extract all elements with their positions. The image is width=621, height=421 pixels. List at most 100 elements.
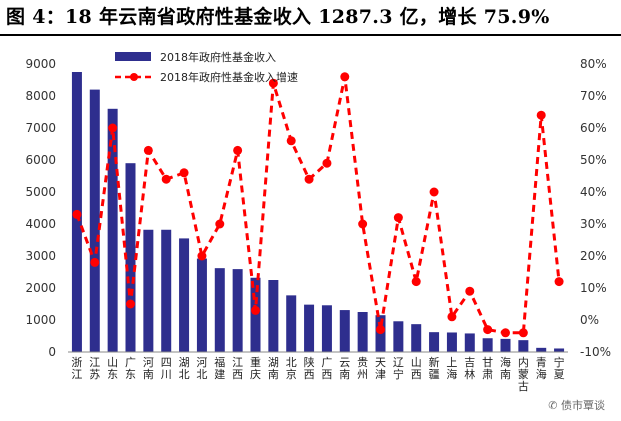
growth-point-新疆 [429,187,439,197]
y-left-tick-label: 7000 [25,121,56,135]
y-right-tick-label: 40% [580,185,607,199]
growth-point-重庆 [251,305,260,315]
x-category-label: 湖北 [179,356,190,381]
x-category-label: 四川 [161,356,172,381]
x-category-label: 广西 [321,356,332,381]
growth-point-吉林 [465,286,475,296]
legend: 2018年政府性基金收入 2018年政府性基金收入增速 [115,50,298,84]
growth-point-河南 [143,145,153,155]
growth-point-海南 [501,328,510,338]
y-right-tick-label: 10% [580,281,607,295]
x-category-label: 广东 [125,356,136,381]
y-left-tick-label: 0 [48,345,56,359]
y-right-tick-label: 70% [580,89,607,103]
growth-point-辽宁 [393,213,403,223]
y-right-tick-label: 20% [580,249,607,263]
x-category-label: 福建 [214,355,225,381]
growth-point-山西 [411,277,421,287]
y-right-tick-label: -10% [580,345,611,359]
legend-bar-label: 2018年政府性基金收入 [160,50,276,64]
x-category-label: 江西 [232,356,243,381]
growth-point-上海 [447,312,457,322]
y-left-tick-label: 6000 [25,153,56,167]
y-right-tick-label: 0% [580,313,599,327]
bar-宁夏 [554,348,565,352]
growth-point-广东 [126,299,135,309]
bar-新疆 [429,332,440,352]
x-category-label: 山东 [107,356,118,381]
y-left-tick-label: 9000 [25,57,56,71]
x-category-label: 湖南 [268,356,279,381]
legend-line-marker [130,73,138,81]
x-category-label: 天津 [375,356,386,381]
growth-point-云南 [340,72,350,82]
x-category-label: 浙江 [71,356,82,381]
growth-point-福建 [215,219,225,229]
growth-point-湖南 [268,78,278,88]
growth-point-河北 [197,251,207,261]
x-category-label: 贵州 [357,356,368,381]
bar-辽宁 [393,321,404,352]
bar-山西 [411,324,422,352]
growth-point-广西 [322,158,332,168]
growth-point-内蒙古 [518,328,528,338]
growth-point-四川 [161,174,171,184]
bar-广东 [125,163,136,352]
bar-云南 [339,310,350,352]
x-category-label: 海南 [500,355,511,381]
bar-福建 [214,268,225,352]
x-category-label: 上海 [446,356,457,381]
x-category-label: 甘肃 [482,356,493,381]
y-left-tick-label: 2000 [25,281,56,295]
y-right-tick-label: 60% [580,121,607,135]
x-category-label: 河北 [196,356,207,381]
bar-青海 [536,347,547,352]
chart-title: 图 4：18 年云南省政府性基金收入 1287.3 亿，增长 75.9% [6,6,550,28]
bar-内蒙古 [518,340,529,352]
growth-point-宁夏 [554,277,564,287]
bar-湖北 [179,238,190,352]
y-left-tick-label: 1000 [25,313,56,327]
growth-point-江西 [233,145,243,155]
bar-上海 [446,332,457,352]
bar-北京 [286,295,297,352]
growth-point-甘肃 [483,325,493,335]
title-divider [0,34,621,36]
bar-湖南 [268,280,279,352]
x-category-label: 重庆 [250,355,261,381]
bar-海南 [500,338,511,352]
y-left-tick-label: 8000 [25,89,56,103]
growth-point-北京 [286,136,296,146]
x-category-label: 新疆 [429,355,440,381]
growth-point-山东 [108,123,118,133]
x-category-label: 江苏 [89,356,100,381]
growth-point-陕西 [304,174,314,184]
x-category-label: 北京 [286,356,297,381]
x-category-label: 吉林 [464,356,475,381]
bar-吉林 [464,333,475,352]
x-category-label: 内蒙古 [518,355,529,393]
growth-point-浙江 [72,209,82,219]
growth-point-贵州 [358,219,368,229]
growth-point-江苏 [90,257,100,267]
x-category-label: 山西 [411,356,422,381]
bar-广西 [321,305,332,352]
x-category-label: 陕西 [304,355,315,381]
bar-山东 [107,108,118,352]
bar-陕西 [304,304,315,352]
y-right-tick-label: 80% [580,57,607,71]
y-right-tick-label: 30% [580,217,607,231]
bar-甘肃 [482,338,493,352]
y-left-tick-label: 4000 [25,217,56,231]
bar-四川 [161,229,172,352]
legend-bar-swatch [115,52,151,61]
y-right-tick-label: 50% [580,153,607,167]
bar-河北 [196,258,207,352]
watermark: ✆ 债市覃谈 [548,397,605,413]
x-category-label: 辽宁 [393,356,404,381]
growth-point-青海 [536,110,546,120]
bar-河南 [143,229,154,352]
wechat-icon: ✆ [548,399,558,412]
growth-point-天津 [376,325,385,335]
